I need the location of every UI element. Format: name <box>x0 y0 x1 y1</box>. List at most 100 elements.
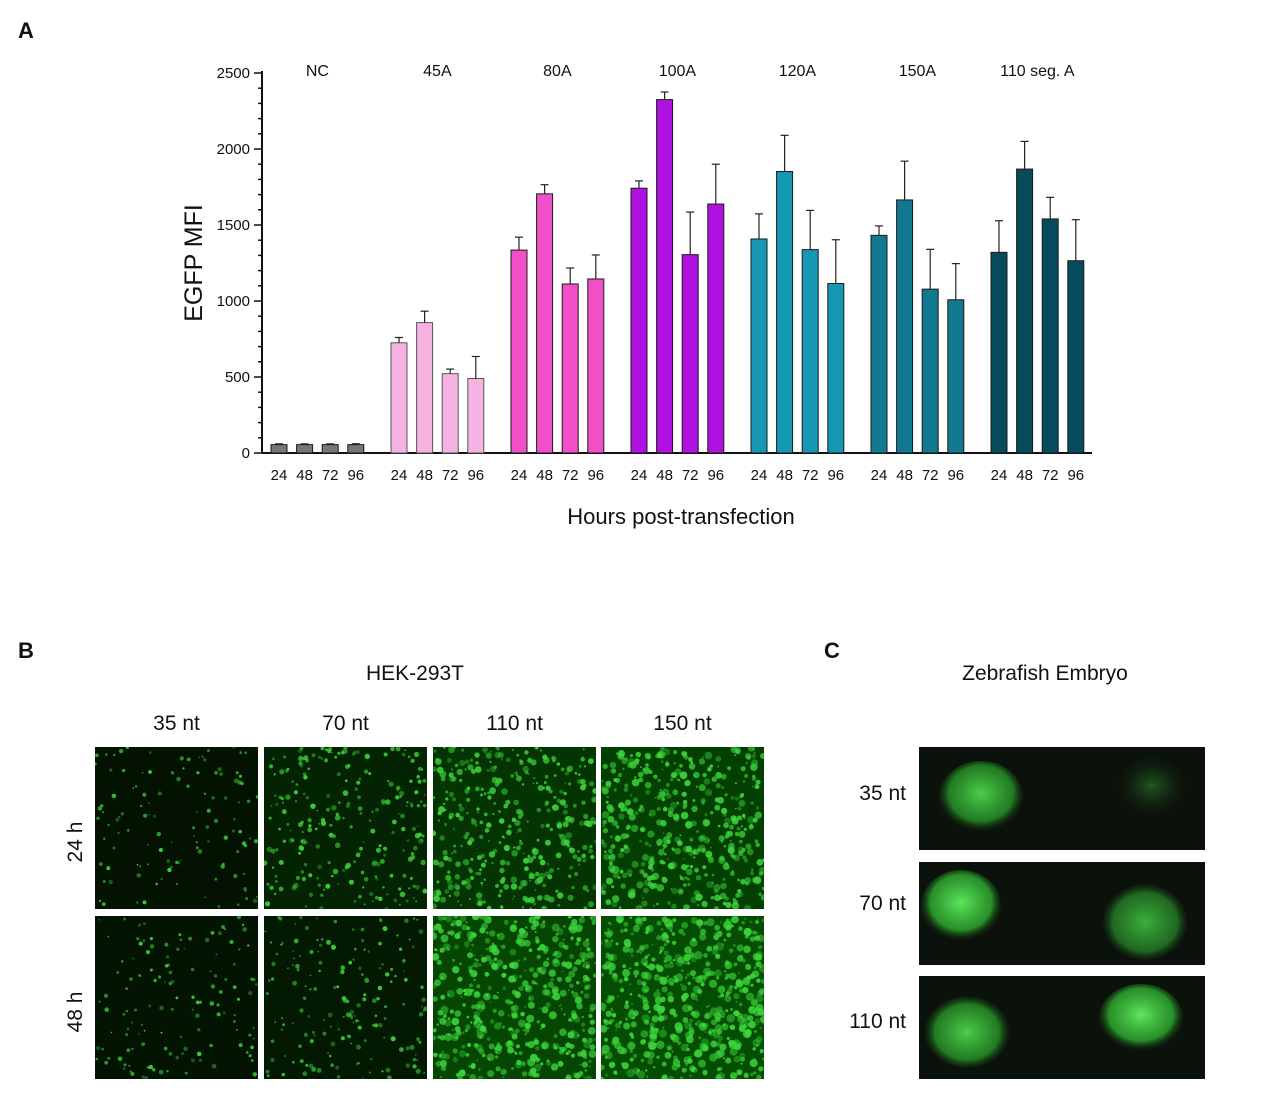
cell-dot <box>609 861 613 866</box>
cell-dot <box>665 954 672 962</box>
x-tick-label: 72 <box>322 467 339 484</box>
cell-dot <box>303 755 309 761</box>
cell-dot <box>138 923 141 927</box>
cell-dot <box>168 970 173 975</box>
cell-dot <box>511 748 514 751</box>
cell-dot <box>718 835 725 842</box>
cell-dot <box>303 996 307 1000</box>
cell-dot <box>643 1019 650 1025</box>
cell-dot <box>149 937 153 941</box>
cell-dot <box>465 883 472 890</box>
cell-dot <box>501 1025 505 1029</box>
cell-dot <box>756 859 764 866</box>
cell-dot <box>708 1030 712 1035</box>
cell-dot <box>635 751 641 758</box>
cell-dot <box>660 996 666 1003</box>
cell-dot <box>209 970 212 973</box>
cell-dot <box>605 780 612 787</box>
cell-dot <box>280 1028 284 1031</box>
cell-dot <box>553 1045 558 1050</box>
cell-dot <box>473 978 476 982</box>
cell-dot <box>683 858 686 860</box>
cell-dot <box>639 804 644 809</box>
cell-dot <box>444 916 453 923</box>
cell-dot <box>455 812 460 818</box>
cell-dot <box>601 816 604 819</box>
cell-dot <box>506 829 512 836</box>
cell-dot <box>703 837 710 844</box>
cell-dot <box>410 804 414 808</box>
cell-dot <box>571 1013 578 1020</box>
cell-dot <box>614 1022 621 1029</box>
cell-dot <box>307 1015 311 1018</box>
cell-dot <box>500 758 503 761</box>
cell-dot <box>280 796 284 801</box>
cell-dot <box>292 957 296 960</box>
cell-dot <box>624 833 630 839</box>
cell-dot <box>485 955 492 962</box>
cell-dot <box>120 960 124 963</box>
cell-dot <box>97 806 103 811</box>
cell-dot <box>656 794 662 800</box>
cell-dot <box>588 901 594 908</box>
cell-dot <box>435 956 438 959</box>
cell-dot <box>610 768 617 774</box>
cell-dot <box>752 817 758 823</box>
cell-dot <box>717 1010 726 1018</box>
cell-dot <box>685 845 693 853</box>
cell-dot <box>444 822 448 826</box>
cell-dot <box>542 1046 546 1049</box>
cell-dot <box>375 847 381 853</box>
cell-dot <box>656 920 662 926</box>
cell-dot <box>509 948 517 956</box>
y-tick-label: 2000 <box>217 141 250 158</box>
cell-dot <box>717 985 726 994</box>
cell-dot <box>607 954 614 961</box>
cell-dot <box>338 801 341 804</box>
cell-dot <box>160 878 163 881</box>
cell-dot <box>383 1017 387 1020</box>
cell-dot <box>555 889 559 893</box>
cell-dot <box>751 930 756 935</box>
cell-dot <box>527 1041 535 1049</box>
cell-dot <box>236 778 239 781</box>
cell-dot <box>689 1074 692 1078</box>
cell-dot <box>526 1059 529 1061</box>
cell-dot <box>590 916 596 922</box>
cell-dot <box>98 862 103 866</box>
cell-dot <box>347 1035 352 1039</box>
embryo-image-35nt <box>919 747 1205 850</box>
cell-dot <box>642 916 647 922</box>
cell-dot <box>601 779 604 783</box>
cell-dot <box>252 1072 257 1077</box>
cell-dot <box>479 820 484 825</box>
cell-dot <box>498 818 505 824</box>
bar <box>750 238 768 454</box>
cell-dot <box>705 850 713 858</box>
cell-dot <box>682 755 686 758</box>
micrograph-24h-35nt <box>95 747 258 909</box>
cell-dot <box>656 989 659 992</box>
cell-dot <box>657 778 661 783</box>
cell-dot <box>516 774 518 777</box>
cell-dot <box>667 1075 675 1079</box>
cell-dot <box>687 882 691 886</box>
cell-dot <box>351 928 355 931</box>
cell-dot <box>470 857 474 861</box>
cell-dot <box>451 852 454 855</box>
cell-dot <box>645 1075 649 1079</box>
cell-dot <box>686 1044 689 1046</box>
cell-dot <box>523 957 527 961</box>
embryo-2-glow <box>1103 884 1187 960</box>
cell-dot <box>544 802 548 807</box>
cell-dot <box>609 868 615 874</box>
cell-dot <box>664 853 667 856</box>
cell-dot <box>532 855 537 860</box>
cell-dot <box>454 874 461 880</box>
cell-dot <box>312 1031 315 1034</box>
cell-dot <box>747 816 755 824</box>
cell-dot <box>122 1067 126 1070</box>
cell-dot <box>414 1054 417 1056</box>
cell-dot <box>747 747 755 752</box>
cell-dot <box>730 1027 733 1030</box>
